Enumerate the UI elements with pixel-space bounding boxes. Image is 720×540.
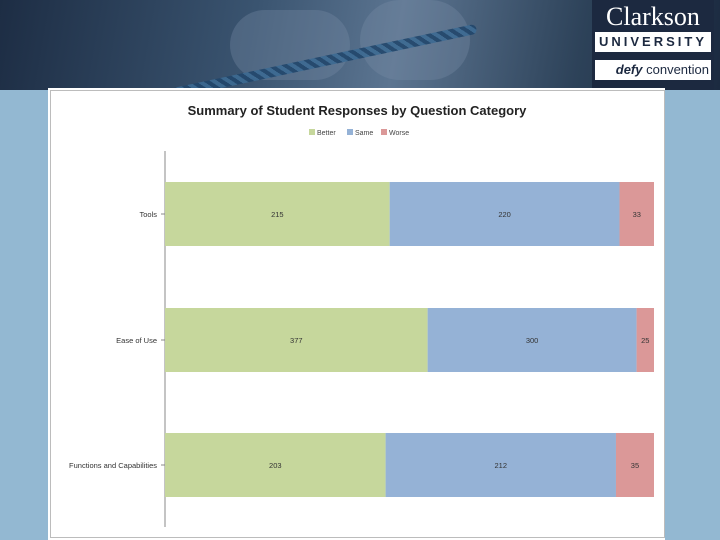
bar-ease-of-use-better [165,308,428,372]
bar-ease-of-use-worse [636,308,654,372]
data-label-tools-better: 215 [271,210,284,219]
category-label-ease-of-use: Ease of Use [116,336,157,345]
category-label-tools: Tools [139,210,157,219]
logo-tagline-emphasis: defy [615,62,643,77]
legend-label-better: Better [317,130,336,137]
data-label-tools-same: 220 [498,210,511,219]
legend-label-same: Same [355,130,373,137]
chart-title: Summary of Student Responses by Question… [188,103,528,118]
legend-swatch-better [309,129,315,135]
data-label-functions-and-capabilities-worse: 35 [631,461,639,470]
data-label-functions-and-capabilities-better: 203 [269,461,282,470]
data-label-tools-worse: 33 [633,210,641,219]
legend-swatch-worse [381,129,387,135]
header-banner: Clarkson UNIVERSITY defy convention [0,0,720,90]
bar-functions-and-capabilities-same [385,433,616,497]
stacked-bar-chart: Summary of Student Responses by Question… [69,103,654,527]
bar-tools-worse [619,182,654,246]
bar-tools-same [389,182,620,246]
logo-university: UNIVERSITY [595,32,711,52]
bar-ease-of-use-same [427,308,637,372]
data-label-ease-of-use-better: 377 [290,336,303,345]
bar-tools-better [165,182,390,246]
logo-tagline-rest: convention [642,62,709,77]
chart-frame: Summary of Student Responses by Question… [50,90,665,538]
clarkson-logo: Clarkson UNIVERSITY defy convention [592,0,714,90]
bar-functions-and-capabilities-worse [615,433,654,497]
logo-name: Clarkson [606,2,700,31]
data-label-ease-of-use-worse: 25 [641,336,649,345]
data-label-functions-and-capabilities-same: 212 [495,461,508,470]
data-label-ease-of-use-same: 300 [526,336,539,345]
logo-tagline: defy convention [595,60,711,80]
legend-swatch-same [347,129,353,135]
category-label-functions-and-capabilities: Functions and Capabilities [69,461,157,470]
legend-label-worse: Worse [389,130,409,137]
bar-functions-and-capabilities-better [165,433,386,497]
